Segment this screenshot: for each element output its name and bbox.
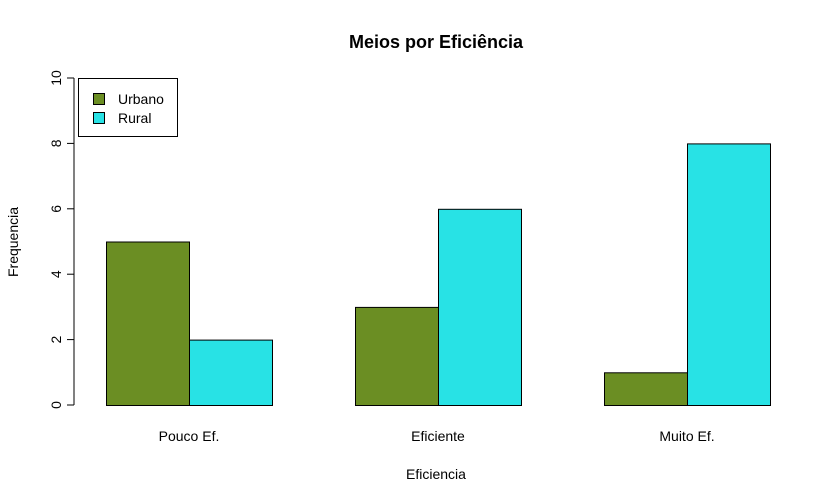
bar-urbano-3: [604, 372, 688, 406]
x-axis-label: Eficiencia: [406, 466, 466, 482]
chart-title: Meios por Eficiência: [349, 32, 524, 52]
x-tick-labels: Pouco Ef. Eficiente Muito Ef.: [159, 428, 715, 444]
bar-rural-1: [189, 339, 273, 407]
bar-urbano-2: [355, 306, 439, 406]
legend-swatch-rural: [93, 112, 105, 124]
legend-label-urbano: Urbano: [118, 91, 164, 107]
y-tick-label: 0: [48, 401, 64, 409]
legend: Urbano Rural: [78, 78, 178, 137]
y-axis: 0 2 4 6 8 10: [48, 70, 75, 409]
y-axis-label: Frequencia: [5, 207, 21, 277]
y-tick-label: 8: [48, 139, 64, 147]
bars-group: [106, 143, 771, 407]
bar-rural-3: [687, 143, 771, 406]
legend-box: [78, 78, 178, 137]
legend-label-rural: Rural: [118, 110, 151, 126]
x-tick-label: Eficiente: [411, 428, 465, 444]
bar-rural-2: [438, 208, 522, 406]
x-tick-label: Pouco Ef.: [159, 428, 220, 444]
y-tick-label: 6: [48, 205, 64, 213]
y-tick-label: 2: [48, 335, 64, 343]
x-tick-label: Muito Ef.: [659, 428, 714, 444]
bar-urbano-1: [106, 241, 190, 406]
legend-swatch-urbano: [93, 93, 105, 105]
y-tick-label: 10: [48, 70, 64, 86]
y-tick-label: 4: [48, 270, 64, 278]
